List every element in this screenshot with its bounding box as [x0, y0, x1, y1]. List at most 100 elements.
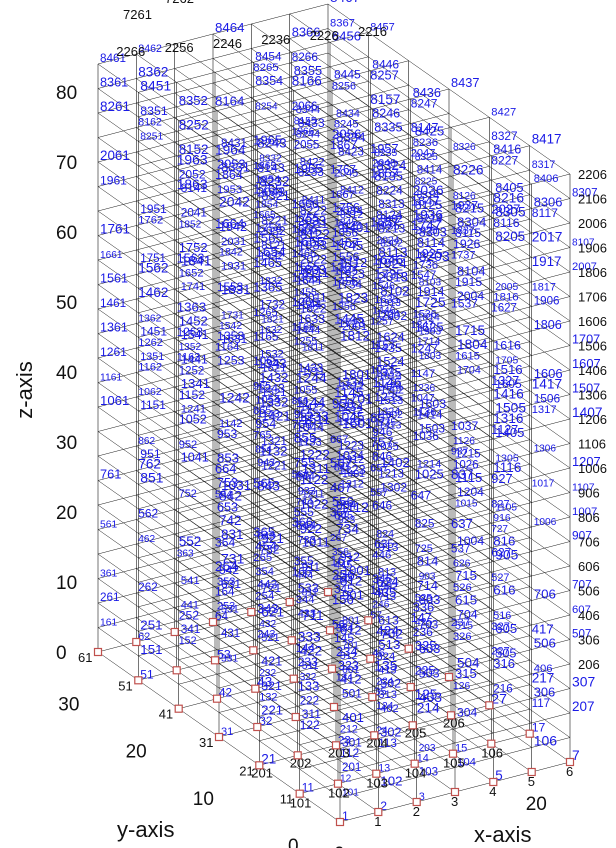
node-label: 903: [419, 572, 436, 583]
node-label: 646: [372, 499, 392, 513]
node-label: 345: [334, 582, 354, 596]
support-marker: [406, 682, 415, 692]
node-label: 657: [370, 462, 388, 474]
node-label: 8457: [370, 21, 394, 33]
node-label: 1864: [215, 168, 243, 182]
node-label: 1445: [334, 312, 364, 327]
node-label: 8312: [340, 210, 363, 221]
node-label: 222: [300, 694, 319, 707]
beam-y-line: [97, 529, 341, 700]
node-label: 2004: [457, 289, 484, 303]
node-label: 265: [253, 552, 272, 564]
node-label: 1105: [495, 503, 517, 514]
node-label: 2055: [294, 139, 320, 151]
node-label: 341: [181, 622, 201, 636]
base-node-label: 51: [118, 678, 132, 693]
support-marker: [287, 636, 296, 645]
node-label: 1612: [340, 381, 364, 393]
node-label: 923: [338, 515, 356, 526]
node-label: 2053: [217, 156, 245, 171]
node-label: 51: [140, 667, 154, 681]
node-label: 1621: [261, 362, 286, 374]
beam-y-line: [212, 58, 456, 229]
node-label: 534: [336, 575, 354, 586]
support-marker: [331, 741, 341, 750]
node-label: 1211: [302, 489, 325, 501]
node-label: 1036: [413, 430, 439, 443]
node-label: 117: [532, 698, 550, 710]
node-label: 635: [374, 537, 394, 551]
beam-y-line: [251, 268, 494, 440]
column-node-label: 806: [578, 510, 600, 525]
node-label: 1745: [334, 238, 363, 253]
beam-y-line: [289, 405, 532, 577]
node-label: 443: [257, 578, 277, 592]
node-label: 803: [419, 592, 441, 607]
node-label: 441: [181, 600, 199, 612]
node-label: 566: [292, 469, 310, 481]
node-label: 8114: [417, 235, 445, 250]
beam-y-line: [136, 102, 379, 274]
node-label: 8226: [453, 162, 484, 177]
node-label: 8431: [221, 137, 247, 150]
node-label: 316: [493, 656, 515, 671]
support-marker: [450, 787, 460, 797]
beam-y-line: [136, 274, 379, 445]
node-label: 1006: [534, 517, 557, 528]
node-label: 1004: [457, 534, 484, 548]
top-node-label: 2236: [261, 32, 290, 47]
node-label: 104: [457, 757, 476, 769]
node-label: 8116: [493, 216, 519, 230]
node-label: 8227: [491, 153, 518, 167]
beam-y-line: [97, 357, 341, 529]
node-label: 1465: [253, 255, 282, 270]
beam-y-line: [136, 470, 379, 641]
column-node-label: 1506: [578, 339, 607, 354]
node-label: 516: [493, 610, 511, 622]
node-label: 8406: [534, 173, 559, 185]
z-tick-label: 50: [56, 293, 77, 314]
node-label: 8422: [300, 156, 325, 168]
node-label: 8411: [302, 195, 326, 207]
node-label: 937: [451, 447, 469, 458]
node-label: 1305: [495, 453, 519, 465]
node-label: 1624: [376, 329, 404, 344]
node-label: 8205: [495, 229, 525, 244]
beam-y-line: [289, 209, 532, 381]
node-label: 7: [572, 748, 580, 763]
node-label: 761: [100, 467, 121, 482]
beam-y-line: [174, 92, 417, 264]
beam-y-line: [136, 543, 379, 715]
node-label: 302: [380, 726, 401, 740]
node-label: 1424: [376, 380, 402, 393]
node-label: 1806: [534, 318, 562, 332]
node-label: 1302: [380, 481, 407, 495]
node-label: 8313: [378, 197, 405, 211]
node-label: 13: [378, 763, 390, 775]
node-label: 1725: [415, 294, 446, 310]
node-label: 1212: [340, 479, 364, 491]
node-label: 526: [453, 582, 472, 594]
node-label: 843: [257, 479, 280, 494]
node-label: 706: [534, 587, 556, 602]
node-label: 14: [417, 753, 429, 765]
beam-y-line: [212, 425, 456, 597]
node-label: 846: [372, 450, 392, 464]
node-label: 624: [376, 574, 399, 589]
node-label: 31: [221, 726, 233, 738]
node-label: 1317: [532, 404, 557, 416]
beam-y-line: [174, 43, 417, 215]
node-label: 21: [261, 751, 276, 766]
node-label: 955: [294, 407, 314, 421]
base-node-label: 1: [374, 814, 381, 829]
node-label: 364: [215, 536, 235, 550]
node-label: 1816: [493, 292, 518, 304]
node-label: 217: [532, 671, 555, 686]
beam-y-line: [327, 248, 571, 420]
beam-y-line: [327, 199, 571, 371]
beam-y-line: [289, 577, 532, 748]
node-label: 1416: [493, 387, 524, 402]
node-label: 8451: [140, 77, 171, 93]
beam-y-line: [212, 229, 456, 401]
node-label: 842: [219, 489, 242, 504]
